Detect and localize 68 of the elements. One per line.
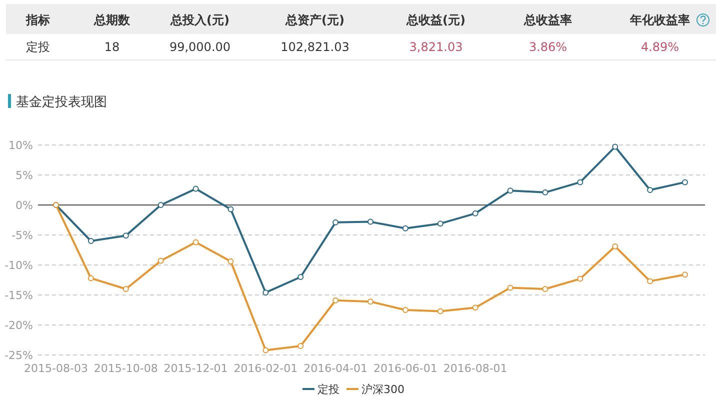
point bbox=[368, 218, 374, 225]
point bbox=[612, 144, 618, 150]
point bbox=[88, 275, 94, 282]
point bbox=[332, 219, 339, 226]
y-tick-label: 10% bbox=[8, 139, 33, 152]
point bbox=[228, 258, 234, 264]
point bbox=[472, 304, 478, 311]
text: 99,000.00 bbox=[169, 40, 231, 54]
point bbox=[682, 179, 688, 186]
y-tick-label: -25% bbox=[4, 349, 33, 362]
y-tick-label: 0% bbox=[16, 199, 33, 212]
text: 3,821.03 bbox=[409, 40, 463, 54]
text: 总收益率 bbox=[523, 13, 572, 27]
point bbox=[472, 210, 478, 216]
text: 指标 bbox=[25, 13, 50, 27]
point bbox=[298, 343, 304, 349]
point bbox=[437, 308, 444, 314]
point bbox=[368, 298, 374, 305]
y-tick-label: 5% bbox=[16, 169, 33, 182]
x-tick-label: 2015-10-08 bbox=[94, 362, 158, 375]
point bbox=[577, 276, 584, 282]
point bbox=[298, 274, 304, 280]
text: 18 bbox=[104, 40, 120, 54]
y-tick-label: -10% bbox=[4, 259, 33, 272]
point bbox=[612, 243, 618, 250]
text: 总投入(元) bbox=[170, 13, 230, 27]
x-tick-label: 2016-02-01 bbox=[234, 362, 298, 375]
x-tick-label: 2015-12-01 bbox=[164, 362, 228, 375]
point bbox=[262, 290, 269, 296]
point bbox=[682, 272, 688, 278]
point bbox=[332, 297, 339, 304]
x-tick-label: 2016-06-01 bbox=[373, 362, 438, 375]
point bbox=[192, 186, 199, 192]
point bbox=[402, 225, 408, 232]
legend-label: 沪深300 bbox=[362, 383, 404, 396]
point bbox=[507, 188, 514, 194]
point bbox=[542, 286, 548, 292]
legend-label: 定投 bbox=[318, 383, 340, 396]
point bbox=[262, 347, 269, 354]
x-tick-label: 2015-08-03 bbox=[24, 362, 88, 375]
point bbox=[402, 307, 408, 313]
point bbox=[122, 232, 129, 239]
y-tick-label: -20% bbox=[4, 319, 33, 332]
point bbox=[437, 220, 444, 227]
point bbox=[122, 286, 129, 292]
y-tick-label: -5% bbox=[12, 229, 33, 242]
text: 总期数 bbox=[93, 13, 131, 27]
point bbox=[192, 239, 199, 246]
x-tick-label: 2016-08-01 bbox=[443, 362, 508, 375]
x-tick-label: 2016-04-01 bbox=[304, 362, 368, 375]
text: 102,821.03 bbox=[280, 40, 350, 54]
y-tick-label: -15% bbox=[4, 289, 33, 302]
point bbox=[88, 238, 94, 244]
text: 3.86% bbox=[528, 40, 568, 54]
text: 总资产(元) bbox=[284, 13, 344, 27]
text: 年化收益率 bbox=[629, 13, 690, 27]
point bbox=[228, 206, 234, 212]
point bbox=[542, 189, 548, 196]
point bbox=[507, 284, 514, 291]
text: 总收益(元) bbox=[406, 13, 466, 27]
point bbox=[158, 202, 164, 208]
point bbox=[647, 278, 654, 284]
point bbox=[577, 179, 584, 186]
text: 4.89% bbox=[640, 40, 680, 54]
chart-title: 基金定投表现图 bbox=[16, 95, 107, 110]
point bbox=[158, 258, 164, 264]
point bbox=[647, 187, 654, 193]
text: 定投 bbox=[26, 40, 50, 54]
